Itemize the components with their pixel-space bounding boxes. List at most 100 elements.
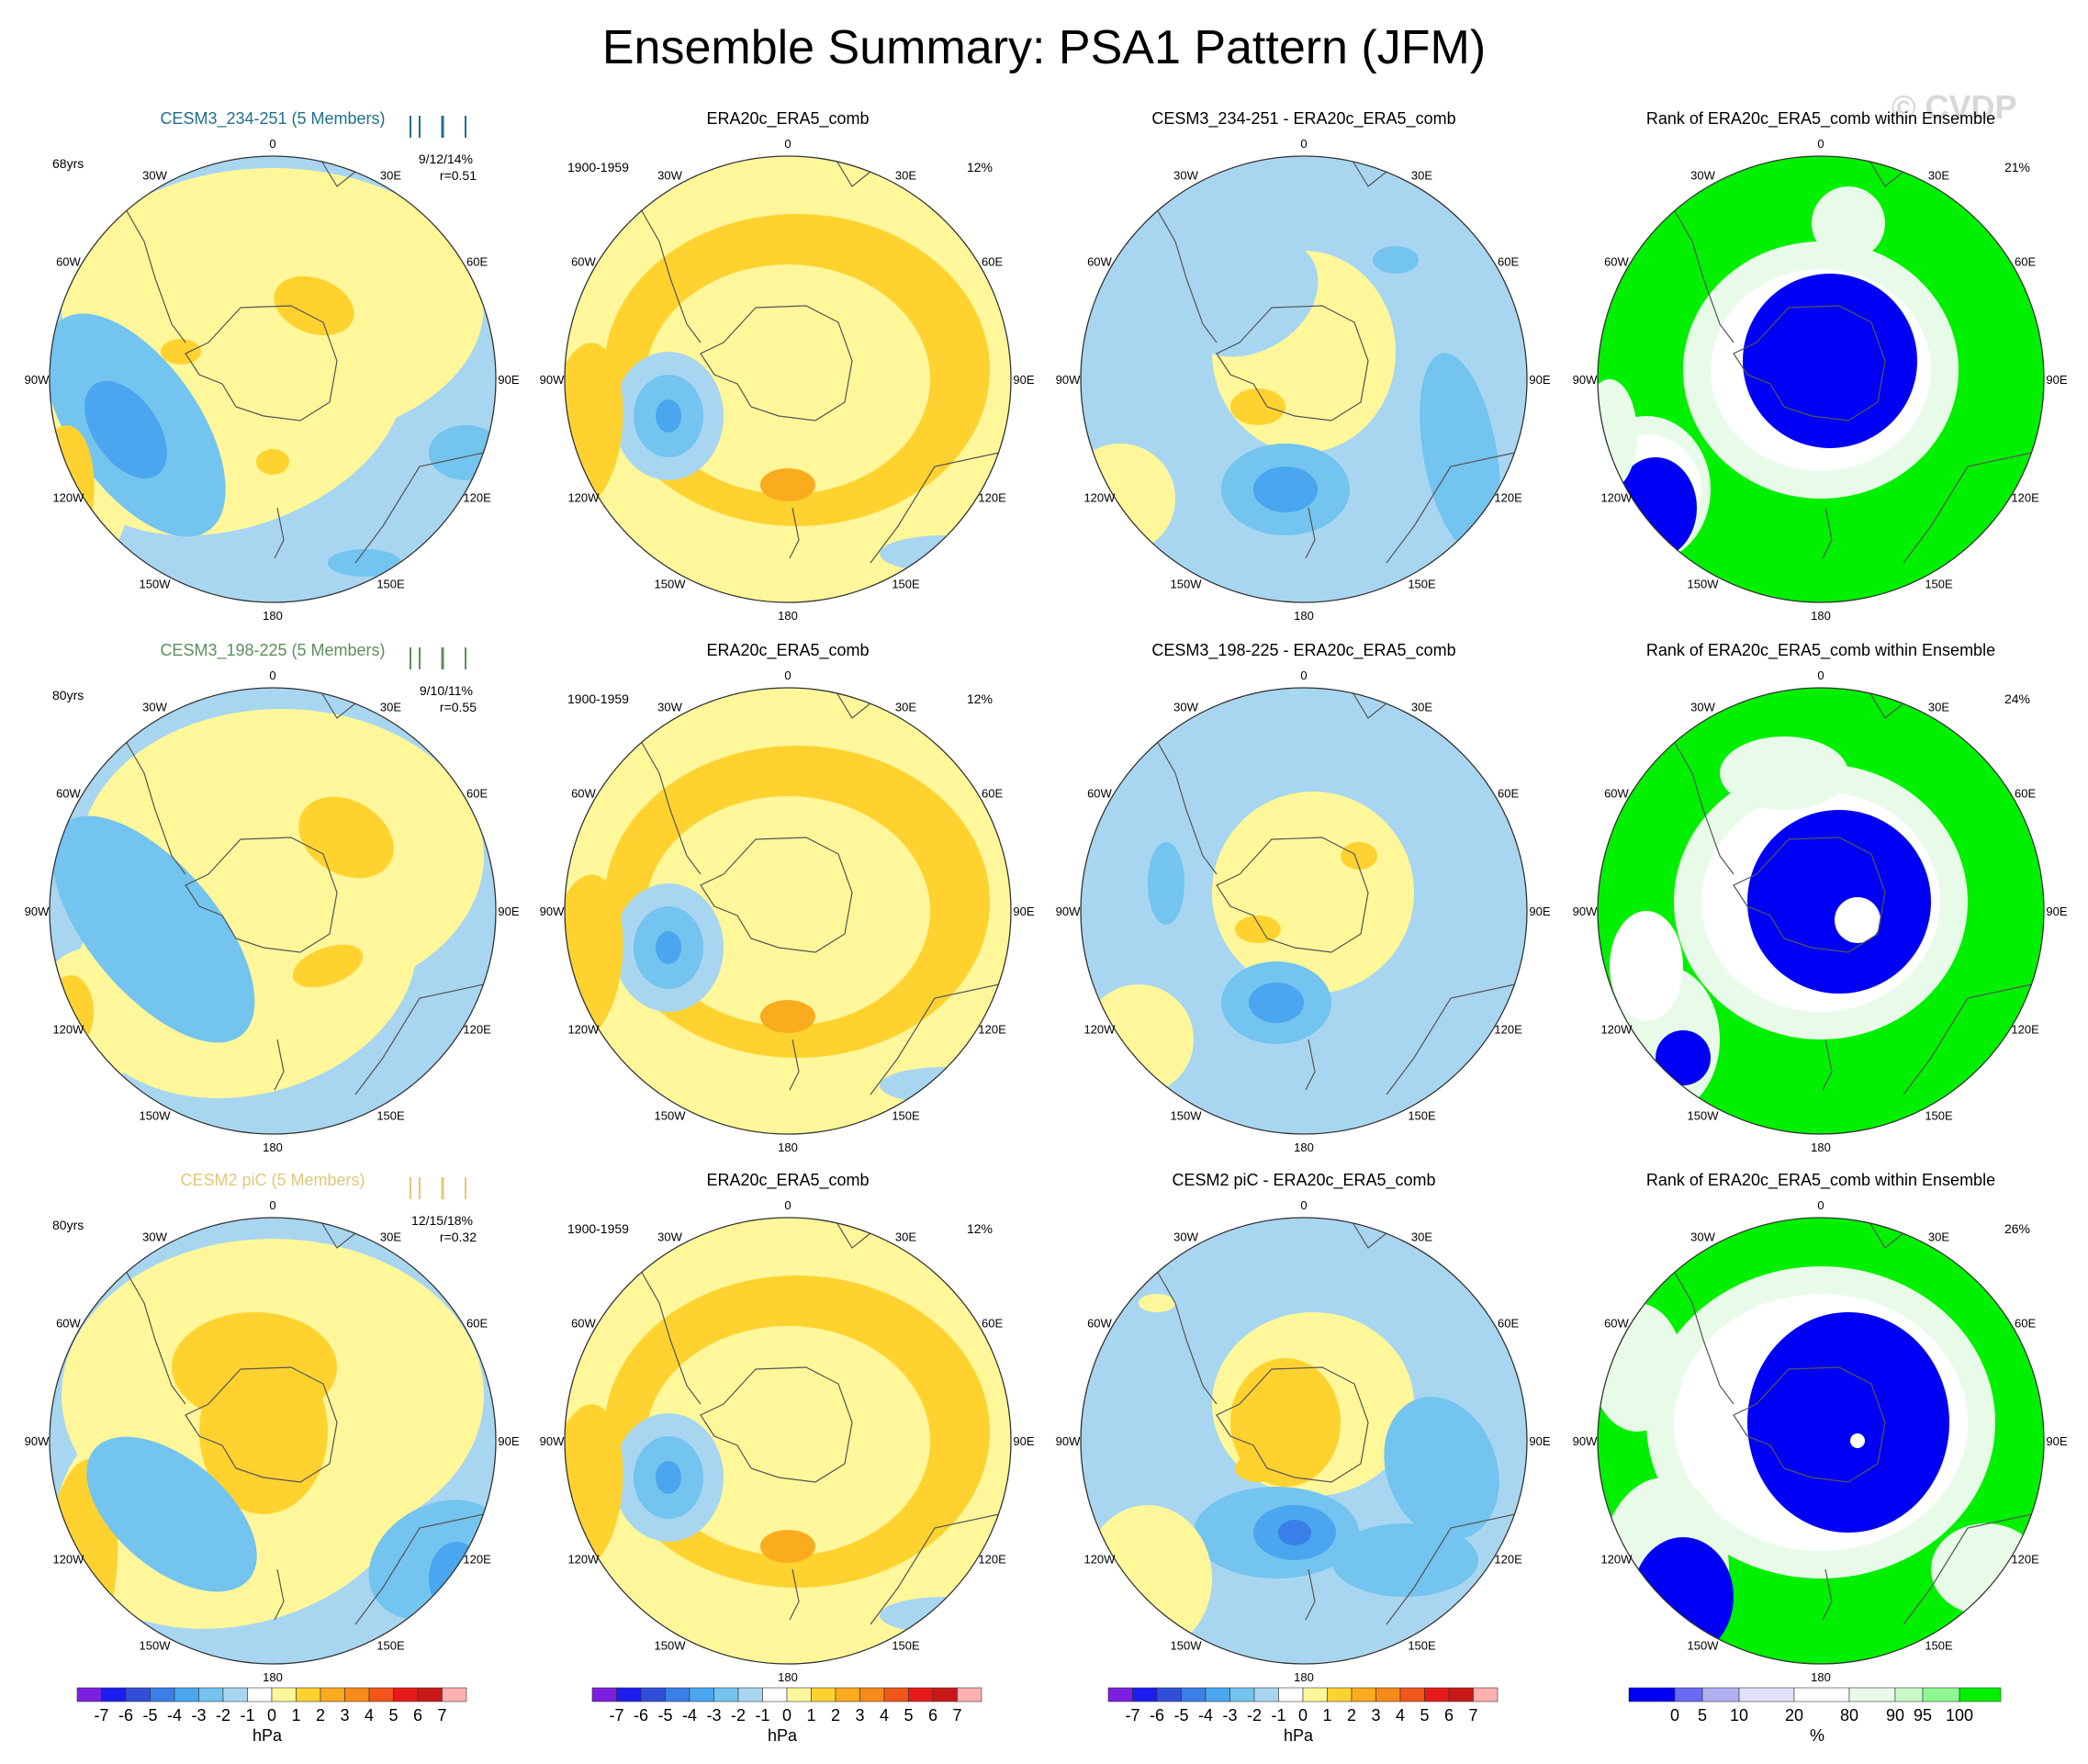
longitude-label-120w: 120W [1600,491,1633,505]
colorbar-cell [1205,1687,1230,1702]
rank-pct: 26% [2004,1221,2030,1236]
longitude-label-120e: 120E [1494,491,1522,505]
map-field [1081,688,1527,1134]
longitude-label-120e: 120E [978,1553,1006,1567]
coastline [1903,1513,2033,1625]
coastline [318,1218,361,1249]
map-border [1597,155,2045,603]
contour-region [1610,911,1683,1021]
longitude-label-30e: 30E [380,700,401,713]
colorbar-cell [835,1687,860,1702]
longitude-label-180: 180 [263,1670,283,1684]
rank-colorbar-tick: 10 [1730,1706,1748,1725]
longitude-label-30e: 30E [380,1230,401,1243]
longitude-label-0: 0 [1817,669,1824,682]
map-border [1080,1217,1528,1665]
coastline [1673,208,1734,343]
colorbar-cell [1473,1687,1499,1702]
map-border [1597,1217,2045,1665]
longitude-label-120w: 120W [52,1023,84,1037]
longitude-label-90e: 90E [1013,373,1034,387]
longitude-label-120w: 120W [1083,491,1116,505]
longitude-label-180: 180 [778,1670,798,1684]
colorbar-tick: -7 [609,1706,623,1725]
map-border [49,155,497,603]
longitude-label-90w: 90W [25,1434,50,1448]
longitude-label-120w: 120W [567,1023,600,1037]
coastline [1216,305,1369,421]
contour-region [1743,274,1917,448]
longitude-label-150w: 150W [655,1639,687,1653]
colorbar-cell [1302,1687,1328,1702]
map-field [565,156,1011,602]
colorbar-cell [908,1687,934,1702]
colorbar-tick: 2 [316,1706,325,1725]
longitude-label-90w: 90W [25,904,50,918]
contour-region [1235,916,1281,943]
longitude-label-0: 0 [1817,1198,1824,1212]
colorbar-cell [368,1687,394,1702]
longitude-label-60e: 60E [466,255,488,269]
contour-region [1341,842,1377,870]
colorbar-tick: -5 [142,1706,157,1725]
colorbar-cell [1132,1687,1158,1702]
obs-panel-title: ERA20c_ERA5_comb [706,109,869,129]
coastline [870,452,1000,564]
colorbar-tick: -7 [1125,1706,1139,1725]
longitude-label-30w: 30W [1173,168,1198,182]
coastline [1156,1270,1218,1405]
longitude-label-60e: 60E [1498,1317,1519,1331]
diff-panel-title: CESM2 piC - ERA20c_ERA5_comb [1172,1171,1435,1190]
contour-region [1384,1397,1499,1540]
coastline [354,983,485,1095]
colorbar-cell [417,1687,443,1702]
longitude-label-150w: 150W [1171,1639,1203,1653]
longitude-label-90e: 90E [498,373,519,387]
contour-region [1812,186,1885,260]
longitude-label-90e: 90E [1529,373,1550,387]
colorbar-tick: -7 [94,1706,108,1725]
contour-region [1850,1433,1865,1448]
longitude-label-60e: 60E [2015,1317,2036,1331]
rank-colorbar-cell [1959,1687,2002,1702]
coastline [1216,1366,1369,1483]
rank-colorbar-tick: 100 [1946,1706,1973,1725]
map-border [1080,155,1528,603]
longitude-label-30w: 30W [1690,168,1715,182]
contour-region [292,944,364,988]
rank-pct: 24% [2004,691,2030,706]
longitude-label-120w: 120W [1600,1023,1633,1037]
coastline [1866,688,1909,719]
colorbar-cell [442,1687,467,1702]
longitude-label-150w: 150W [140,578,172,591]
longitude-label-60e: 60E [1498,787,1519,801]
rank-colorbar-tick: 0 [1670,1706,1679,1725]
colorbar-cell [1424,1687,1450,1702]
rank-colorbar-tick: 20 [1785,1706,1803,1725]
contour-region [760,1000,815,1033]
longitude-label-120w: 120W [1083,1023,1116,1037]
longitude-label-150w: 150W [140,1639,172,1653]
longitude-label-90e: 90E [2046,373,2067,387]
longitude-label-150w: 150W [140,1109,172,1123]
contour-region [880,1067,1008,1104]
coastline [1866,1218,1909,1249]
contour-region [880,1597,1008,1634]
colorbar-tick: 1 [1322,1706,1331,1725]
colorbar-unit: hPa [1284,1726,1314,1745]
longitude-label-90w: 90W [25,373,50,387]
contour-region [1720,736,1848,810]
colorbar-cell [859,1687,885,1702]
coastline [1822,1568,1833,1621]
coastline [833,688,876,719]
colorbar-cell [344,1687,370,1702]
colorbar-tick: 7 [437,1706,446,1725]
contour-region [1331,1523,1478,1597]
longitude-label-150e: 150E [892,578,920,591]
colorbar-tick: -2 [1247,1706,1262,1725]
obs-period: 1900-1959 [567,160,629,174]
coastline [274,1568,285,1621]
longitude-label-60w: 60W [56,787,81,801]
colorbar-cell [125,1687,151,1702]
colorbar-unit: hPa [253,1726,283,1745]
